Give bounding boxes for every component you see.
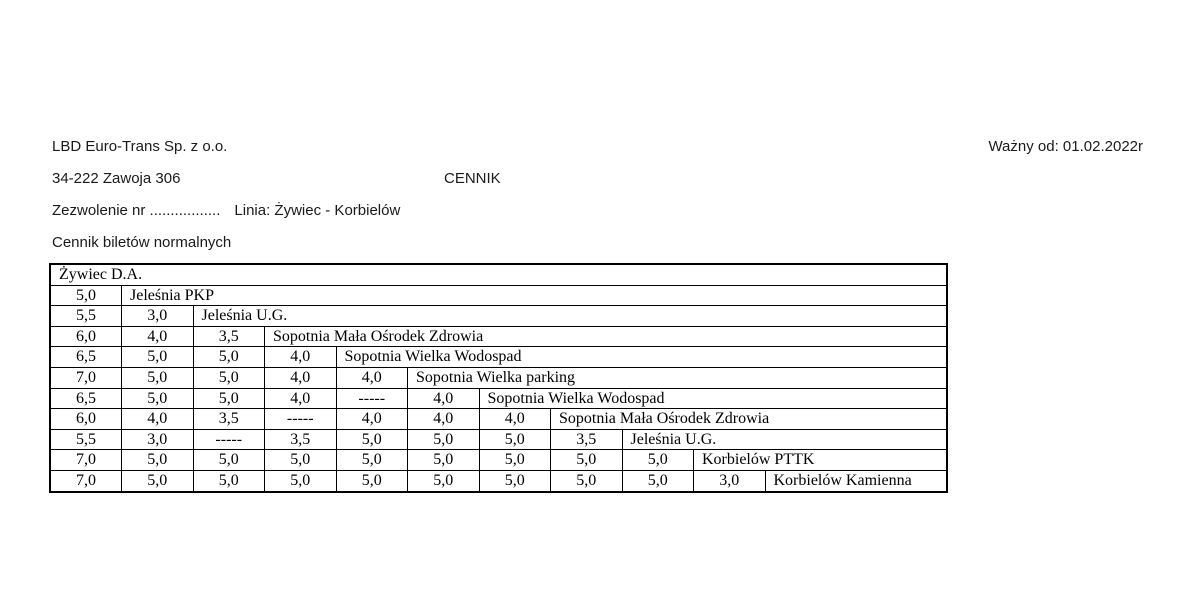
valid-from-date: Ważny od: 01.02.2022r [988,138,1143,155]
fare-cell: 5,0 [121,366,194,389]
fare-cell: 5,0 [264,469,337,493]
fare-row: 7,0 5,0 5,0 4,0 4,0 Sopotnia Wielka parking [49,366,948,389]
permit-number-label: Zezwolenie nr ................. [52,202,221,219]
station-cell: Sopotnia Mała Ośrodek Zdrowia [264,325,948,348]
station-cell: Jeleśnia PKP [121,284,948,307]
fare-cell: 4,0 [264,366,337,389]
fare-cell: 4,0 [121,325,194,348]
station-cell: Jeleśnia U.G. [621,428,948,451]
fare-cell: 5,0 [550,449,623,471]
fare-cell: 5,0 [121,346,194,368]
fare-cell: 5,0 [478,428,551,451]
fare-cell: 5,0 [335,428,408,451]
fare-cell: 5,0 [121,469,194,493]
fare-cell: 5,0 [335,469,408,493]
fare-cell: 5,0 [192,346,265,368]
fare-cell: ----- [192,428,265,451]
station-cell: Sopotnia Wielka parking [407,366,948,389]
fare-cell: 5,0 [335,449,408,471]
fare-cell: 5,0 [264,449,337,471]
company-address: 34-222 Zawoja 306 [52,170,181,187]
document-title: CENNIK [444,170,501,187]
fare-cell: 3,0 [121,428,194,451]
fare-cell: 5,0 [621,449,694,471]
station-cell: Żywiec D.A. [49,263,948,286]
fare-cell: 3,5 [192,408,265,430]
fare-cell: 4,0 [264,387,337,410]
station-cell: Sopotnia Mała Ośrodek Zdrowia [550,408,948,430]
fare-cell: 7,0 [49,366,122,389]
fare-cell: 6,5 [49,346,122,368]
fare-row: 6,0 4,0 3,5 ----- 4,0 4,0 4,0 Sopotnia Mała Ośr… [49,408,948,430]
fare-cell: 3,5 [192,325,265,348]
fare-row: Żywiec D.A. [49,263,948,286]
station-cell: Sopotnia Wielka Wodospad [478,387,948,410]
route-label: Linia: Żywiec - Korbielów [234,202,401,219]
station-cell: Jeleśnia U.G. [192,305,948,327]
fare-table: Żywiec D.A. 5,0 Jeleśnia PKP 5,5 3,0 Jeleśnia… [49,263,949,493]
fare-cell: 5,0 [407,469,480,493]
fare-cell: 5,0 [121,449,194,471]
station-cell: Korbielów Kamienna [764,469,948,493]
fare-row: 6,5 5,0 5,0 4,0 ----- 4,0 Sopotnia Wielka Wodo… [49,387,948,410]
fare-cell: 3,0 [121,305,194,327]
fare-cell: 3,0 [693,469,766,493]
fare-cell: 5,0 [621,469,694,493]
fare-cell: 5,0 [49,284,122,307]
fare-cell: 7,0 [49,469,122,493]
fare-cell: 4,0 [335,408,408,430]
fare-cell: 5,0 [407,449,480,471]
station-cell: Sopotnia Wielka Wodospad [335,346,948,368]
fare-table-body: Żywiec D.A. 5,0 Jeleśnia PKP 5,5 3,0 Jeleśnia… [49,263,948,493]
fare-cell: 4,0 [478,408,551,430]
fare-cell: 6,5 [49,387,122,410]
fare-cell: ----- [264,408,337,430]
fare-cell: 5,0 [192,366,265,389]
fare-cell: 4,0 [407,387,480,410]
fare-row: 6,5 5,0 5,0 4,0 Sopotnia Wielka Wodospad [49,346,948,368]
fare-cell: 4,0 [121,408,194,430]
fare-cell: 4,0 [407,408,480,430]
fare-cell: 5,0 [407,428,480,451]
fare-cell: 5,5 [49,428,122,451]
fare-cell: 6,0 [49,325,122,348]
fare-cell: 4,0 [264,346,337,368]
fare-cell: 3,5 [550,428,623,451]
fare-row: 6,0 4,0 3,5 Sopotnia Mała Ośrodek Zdrowia [49,325,948,348]
fare-row: 7,0 5,0 5,0 5,0 5,0 5,0 5,0 5,0 5,0 3,0 Korbielów … [49,469,948,493]
station-cell: Korbielów PTTK [693,449,948,471]
fare-cell: 7,0 [49,449,122,471]
fare-cell: 5,0 [550,469,623,493]
company-name: LBD Euro-Trans Sp. z o.o. [52,138,228,155]
fare-cell: 5,0 [192,387,265,410]
fare-cell: 5,0 [121,387,194,410]
fare-row: 5,5 3,0 ----- 3,5 5,0 5,0 5,0 3,5 Jeleśnia U.G. [49,428,948,451]
fare-cell: 5,0 [478,469,551,493]
fare-row: 5,5 3,0 Jeleśnia U.G. [49,305,948,327]
fare-row: 5,0 Jeleśnia PKP [49,284,948,307]
fare-cell: ----- [335,387,408,410]
fare-cell: 5,0 [192,469,265,493]
permit-line: Zezwolenie nr ................. Linia: Ży… [52,201,400,220]
fare-cell: 5,0 [478,449,551,471]
fare-row: 7,0 5,0 5,0 5,0 5,0 5,0 5,0 5,0 5,0 Korbielów PTT… [49,449,948,471]
fare-cell: 3,5 [264,428,337,451]
fare-cell: 4,0 [335,366,408,389]
table-caption: Cennik biletów normalnych [52,234,232,251]
fare-cell: 6,0 [49,408,122,430]
fare-cell: 5,5 [49,305,122,327]
fare-cell: 5,0 [192,449,265,471]
